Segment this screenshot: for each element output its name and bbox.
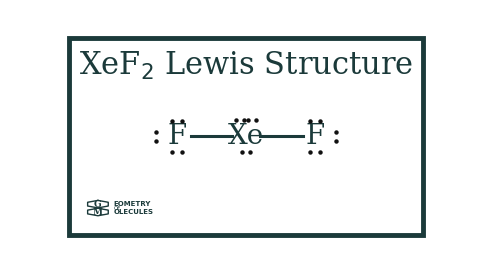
Text: G: G [94,200,102,209]
Text: OF: OF [113,205,121,211]
Text: F: F [168,123,187,150]
Text: Xe: Xe [228,123,264,150]
Text: M: M [93,208,103,217]
Text: XeF$_2$ Lewis Structure: XeF$_2$ Lewis Structure [79,50,413,82]
Text: OLECULES: OLECULES [113,209,154,215]
Text: EOMETRY: EOMETRY [113,201,151,207]
Text: F: F [305,123,324,150]
